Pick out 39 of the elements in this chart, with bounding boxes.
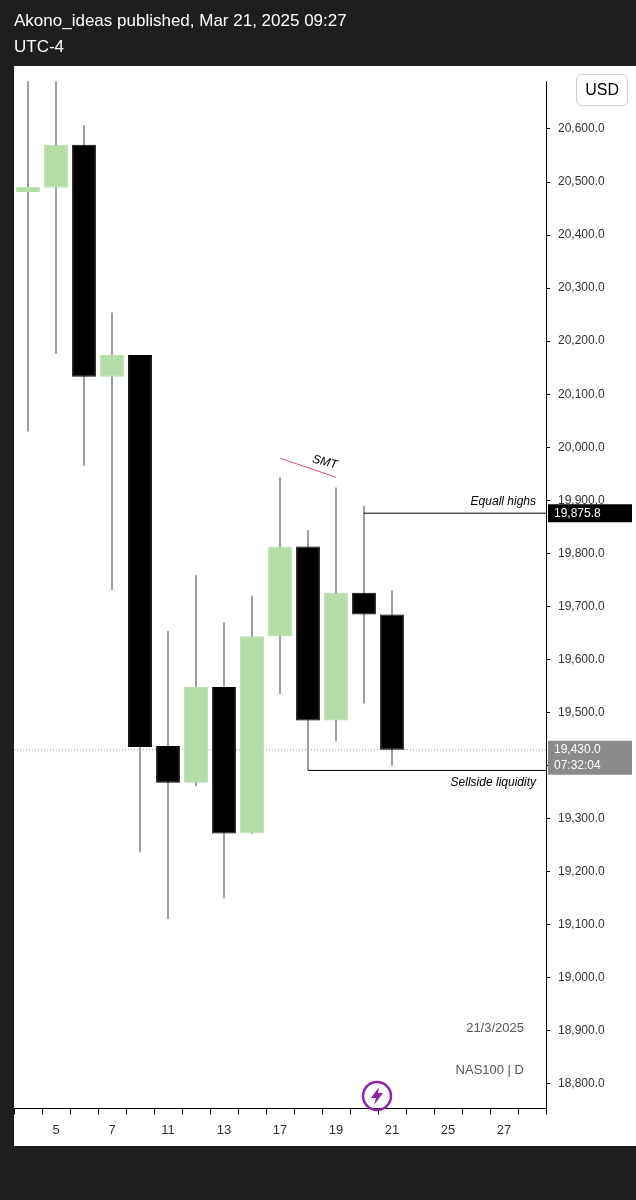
y-tick-label: 20,000.0 bbox=[558, 439, 606, 454]
x-tick-label: 11 bbox=[161, 1121, 175, 1137]
annotation: SMT bbox=[310, 451, 341, 472]
y-tick-label: 18,800.0 bbox=[558, 1076, 606, 1091]
y-tick-label: 20,400.0 bbox=[558, 227, 606, 242]
y-tick-label: 19,300.0 bbox=[558, 811, 606, 826]
ref-line-label: 19,430.0 bbox=[554, 742, 602, 757]
y-tick-label: 20,600.0 bbox=[558, 121, 606, 136]
annotation: Sellside liquidity bbox=[450, 774, 537, 789]
y-tick-label: 20,200.0 bbox=[558, 333, 606, 348]
x-tick-label: 5 bbox=[52, 1121, 60, 1137]
x-tick-label: 17 bbox=[272, 1121, 288, 1137]
annotation: NAS100 | D bbox=[455, 1061, 524, 1077]
y-tick-label: 18,900.0 bbox=[558, 1023, 606, 1038]
y-tick-label: 19,100.0 bbox=[558, 917, 606, 932]
x-tick-label: 19 bbox=[328, 1121, 344, 1137]
annotation: Equall highs bbox=[470, 493, 536, 508]
y-tick-label: 20,100.0 bbox=[558, 386, 606, 401]
y-axis-title: USD bbox=[576, 74, 628, 106]
x-tick-label: 7 bbox=[108, 1121, 116, 1137]
y-tick-label: 19,900.0 bbox=[558, 492, 606, 507]
y-tick-label: 19,800.0 bbox=[558, 545, 606, 560]
y-tick-label: 19,700.0 bbox=[558, 598, 606, 613]
y-tick-label: 20,500.0 bbox=[558, 174, 606, 189]
y-tick-label: 19,600.0 bbox=[558, 651, 606, 666]
y-tick-label: 19,200.0 bbox=[558, 864, 606, 879]
x-tick-label: 27 bbox=[496, 1121, 512, 1137]
annotation: 21/3/2025 bbox=[466, 1019, 524, 1035]
candlestick bbox=[100, 311, 124, 591]
ref-line-label: 19,875.8 bbox=[554, 505, 602, 520]
y-tick-label: 19,000.0 bbox=[558, 970, 606, 985]
x-tick-label: 13 bbox=[216, 1121, 232, 1137]
chart-title: Akono_ideas published, Mar 21, 2025 09:27 UTC-4 bbox=[14, 10, 348, 58]
candlestick bbox=[16, 80, 40, 432]
text: 07:32:04 bbox=[554, 758, 602, 773]
y-tick-label: 20,300.0 bbox=[558, 280, 606, 295]
x-tick-label: 25 bbox=[440, 1121, 456, 1137]
x-tick-label: 21 bbox=[384, 1121, 400, 1137]
y-tick-label: 19,500.0 bbox=[558, 704, 606, 719]
